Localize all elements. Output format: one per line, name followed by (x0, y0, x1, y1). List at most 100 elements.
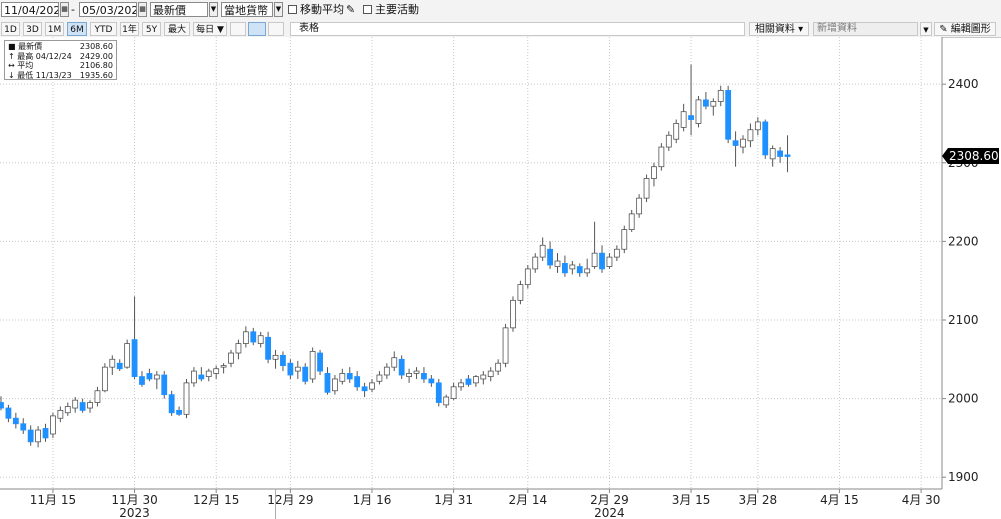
candle-down (346, 373, 353, 380)
range-button-1m[interactable]: 1M (45, 22, 64, 36)
candle-down (428, 378, 435, 384)
candle-up (569, 264, 576, 270)
candle-up (665, 134, 672, 148)
candle-down (547, 248, 553, 266)
add-data-dropdown-icon[interactable]: ▼ (920, 22, 932, 36)
candle-down (302, 366, 309, 382)
range-button-max[interactable]: 最大 (164, 22, 190, 36)
legend-avg-value: 2106.80 (79, 61, 113, 70)
candle-up (272, 354, 279, 360)
start-date-input[interactable]: 11/04/2023 (1, 2, 59, 17)
legend-high-label: 最高 (17, 51, 34, 61)
candle-down (398, 358, 405, 376)
candle-up (740, 138, 746, 148)
x-tick-label: 12月 15 (193, 493, 239, 507)
candle-up (472, 376, 479, 384)
x-tick-label: 4月 15 (820, 493, 859, 507)
end-date-input[interactable]: 05/03/2024 (79, 2, 137, 17)
price-field-select[interactable]: 最新價 (150, 2, 208, 17)
candle-up (517, 284, 524, 301)
candle-down (576, 266, 583, 274)
candle-up (413, 370, 420, 374)
edit-chart-button[interactable]: ✎ 編輯圖形 (934, 22, 996, 36)
add-data-placeholder: 新增資料 (817, 23, 857, 34)
moving-average-label: 移動平均 (300, 3, 344, 16)
candle-down (116, 362, 123, 370)
legend-low-date: 11/13/23 (35, 70, 72, 80)
chevron-down-icon: ▼ (216, 25, 224, 35)
range-button-5y[interactable]: 5Y (142, 22, 161, 36)
currency-dropdown-icon[interactable]: ▼ (274, 2, 283, 17)
candle-down (688, 115, 694, 120)
candle-up (124, 343, 131, 368)
last-price-tag-text: 2308.60 (949, 149, 999, 163)
range-button-6m[interactable]: 6M (67, 22, 87, 36)
zoom-out-icon[interactable] (230, 22, 246, 36)
range-button-ytd[interactable]: YTD (90, 22, 117, 36)
chart-style-icon[interactable] (268, 22, 284, 36)
candle-down (703, 99, 709, 107)
candle-up (695, 99, 702, 124)
candle-up (613, 248, 620, 258)
start-date-calendar-icon[interactable]: ▦ (60, 2, 69, 17)
candle-up (769, 148, 776, 160)
table-field[interactable]: 表格 (290, 22, 745, 36)
candle-up (754, 121, 761, 131)
candle-up (510, 299, 516, 329)
moving-average-checkbox[interactable] (288, 5, 297, 14)
candle-down (762, 121, 769, 156)
key-events-checkbox[interactable] (363, 5, 372, 14)
legend-avg-label: 平均 (17, 61, 34, 70)
candle-up (636, 197, 643, 215)
candle-down (725, 90, 732, 140)
candle-down (146, 373, 153, 380)
candle-up (628, 213, 635, 230)
frequency-select[interactable]: 每日 ▼ (193, 22, 227, 36)
legend-row-high: ↑ 最高 04/12/24 2429.00 (8, 52, 113, 62)
x-tick-label: 4月 30 (902, 493, 941, 507)
end-date-calendar-icon[interactable]: ▦ (138, 2, 147, 17)
candle-up (406, 373, 413, 377)
currency-select[interactable]: 當地貨幣 (221, 2, 273, 17)
candle-down (131, 339, 138, 377)
candle-up (680, 111, 687, 128)
legend-high-value: 2429.00 (79, 51, 113, 61)
price-field-dropdown-icon[interactable]: ▼ (209, 2, 218, 17)
date-separator: - (71, 3, 75, 16)
candle-down (280, 354, 286, 366)
legend-row-avg: ↔ 平均 2106.80 (8, 61, 113, 71)
x-year-label: 2024 (594, 506, 625, 519)
candle-down (324, 373, 331, 393)
candle-down (198, 374, 205, 380)
candle-down (12, 417, 19, 425)
toolbar: 11/04/2023 ▦ - 05/03/2024 ▦ 最新價 ▼ 當地貨幣 ▼… (0, 0, 1001, 21)
x-tick-label: 3月 28 (738, 493, 777, 507)
y-tick-label: 2200 (948, 234, 979, 248)
range-button-3d[interactable]: 3D (23, 22, 42, 36)
range-button-1y[interactable]: 1年 (120, 22, 139, 36)
candle-down (5, 407, 12, 419)
candle-up (710, 101, 717, 107)
candle-up (369, 382, 375, 390)
range-button-1d[interactable]: 1D (1, 22, 20, 36)
candle-up (331, 378, 338, 392)
x-year-label: 2023 (119, 506, 150, 519)
candle-up (57, 409, 64, 419)
legend-low-label: 最低 (17, 70, 34, 80)
candle-up (228, 352, 234, 364)
related-data-button[interactable]: 相關資料 ▾ (749, 22, 809, 36)
pencil-icon[interactable]: ✎ (346, 3, 356, 16)
candle-up (257, 335, 264, 344)
candle-down (361, 386, 368, 392)
candle-up (213, 368, 220, 374)
chart-type-icon[interactable] (248, 22, 266, 36)
candle-down (139, 376, 145, 385)
candle-up (747, 129, 754, 142)
candle-up (554, 260, 561, 267)
add-data-input[interactable]: 新增資料 (813, 22, 918, 36)
candle-down (784, 154, 791, 157)
y-tick-label: 2000 (948, 392, 979, 406)
y-tick-label: 2400 (948, 77, 979, 91)
candle-up (487, 370, 494, 377)
